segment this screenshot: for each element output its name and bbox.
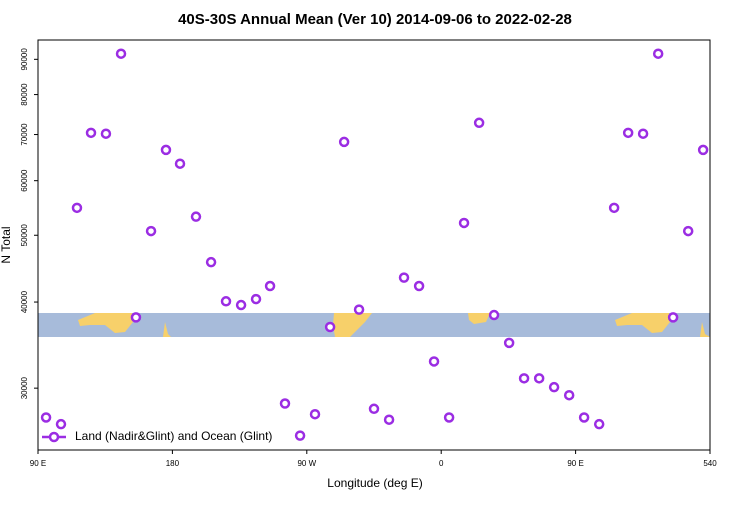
point (160, 144, 172, 156)
point (413, 280, 425, 292)
plot-frame (37, 39, 711, 451)
point (40, 412, 52, 423)
point (85, 127, 97, 139)
point (473, 117, 485, 129)
y-tick-label: 60000 (20, 169, 29, 192)
point (622, 127, 634, 139)
point (294, 430, 306, 441)
point (458, 217, 470, 229)
x-axis-label: Longitude (deg E) (327, 476, 422, 490)
point (264, 280, 276, 292)
point (667, 312, 679, 323)
point (145, 225, 157, 237)
x-tick-label: 90 E (567, 459, 583, 468)
point (503, 337, 515, 349)
x-tick-label: 180 (166, 459, 180, 468)
point (563, 389, 575, 401)
point (115, 48, 127, 59)
y-tick-label: 30000 (20, 376, 29, 399)
point (250, 293, 262, 305)
point (652, 48, 664, 59)
point (309, 408, 321, 420)
y-tick-label: 90000 (20, 48, 29, 71)
point (398, 272, 410, 283)
point (443, 412, 455, 423)
point (353, 304, 365, 315)
point (174, 158, 186, 169)
point (488, 309, 500, 321)
point (383, 414, 395, 425)
point (682, 225, 694, 237)
point (235, 299, 247, 311)
point (338, 136, 350, 148)
point (578, 412, 590, 423)
point (608, 202, 620, 214)
y-tick-label: 70000 (20, 123, 29, 146)
point (205, 256, 217, 268)
point (130, 312, 142, 323)
point (697, 144, 709, 156)
legend-label: Land (Nadir&Glint) and Ocean (Glint) (75, 429, 272, 443)
point (190, 211, 202, 222)
x-tick-label: 0 (439, 459, 444, 468)
x-tick-label: 540 (703, 459, 717, 468)
point (368, 403, 380, 415)
point (324, 321, 336, 333)
legend-marker (48, 431, 60, 443)
chart-title: 40S-30S Annual Mean (Ver 10) 2014-09-06 … (178, 11, 572, 28)
point (220, 296, 232, 307)
point (518, 373, 530, 384)
point (533, 373, 545, 384)
point (637, 128, 649, 139)
point (428, 356, 440, 367)
y-axis-label: N Total (0, 226, 13, 263)
map-strip (38, 313, 710, 337)
point (593, 418, 605, 430)
x-tick-label: 90 E (30, 459, 46, 468)
point (55, 418, 67, 430)
x-tick-label: 90 W (297, 459, 316, 468)
y-tick-label: 50000 (20, 224, 29, 247)
point (71, 202, 83, 214)
point (548, 381, 560, 393)
y-tick-label: 80000 (20, 83, 29, 106)
point (279, 398, 291, 409)
point (100, 128, 112, 139)
y-tick-label: 40000 (20, 290, 29, 313)
